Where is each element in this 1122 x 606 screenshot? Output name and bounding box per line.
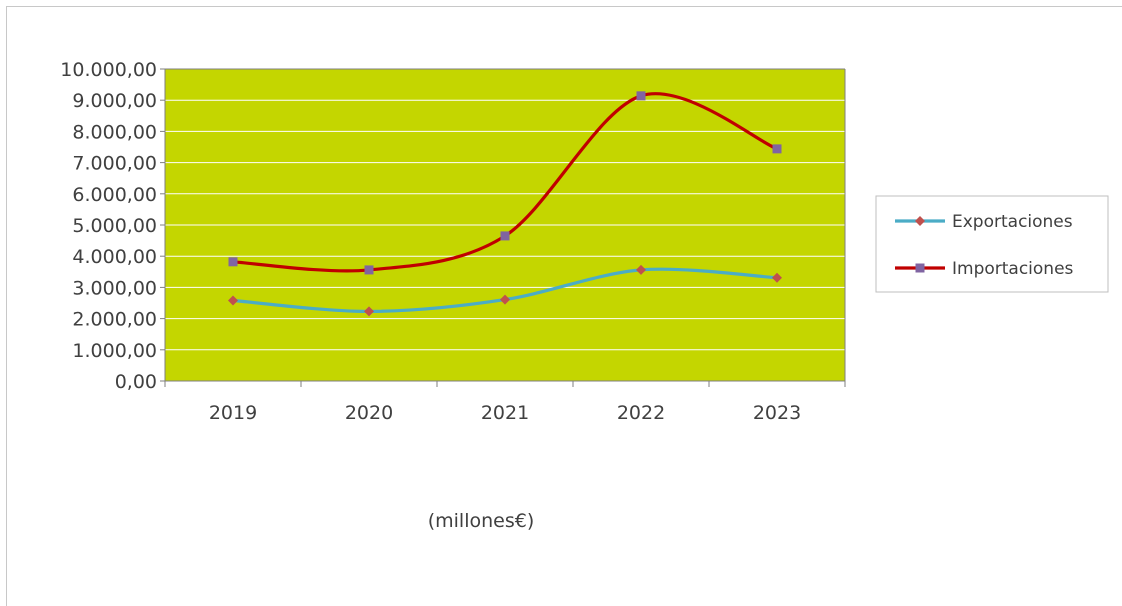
y-tick-label: 5.000,00	[72, 215, 157, 237]
data-point	[364, 306, 374, 317]
y-tick-label: 0,00	[115, 371, 157, 393]
legend-marker	[915, 263, 925, 273]
data-point	[500, 294, 510, 305]
y-tick-label: 7.000,00	[72, 153, 157, 175]
y-tick-label: 1.000,00	[72, 340, 157, 362]
x-tick-label: 2023	[753, 402, 801, 424]
data-point	[772, 144, 782, 154]
legend-label: Exportaciones	[952, 212, 1073, 232]
y-tick-label: 8.000,00	[72, 121, 157, 143]
x-tick-label: 2020	[345, 402, 393, 424]
legend: Exportaciones Importaciones	[875, 195, 1109, 293]
legend-box	[875, 195, 1109, 293]
series-exportaciones	[228, 264, 782, 317]
axes	[160, 68, 846, 387]
data-point	[500, 231, 510, 241]
y-axis-ticks: 0,00 1.000,00 2.000,00 3.000,00 4.000,00 5.00…	[60, 59, 157, 393]
data-point	[364, 265, 374, 275]
legend-item-exportaciones: Exportaciones	[895, 212, 1073, 232]
x-tick-label: 2021	[481, 402, 529, 424]
x-tick-label: 2022	[617, 402, 665, 424]
y-tick-label: 6.000,00	[72, 184, 157, 206]
y-tick-label: 4.000,00	[72, 246, 157, 268]
y-tick-label: 9.000,00	[72, 90, 157, 112]
chart-frame	[6, 6, 1122, 606]
legend-item-importaciones: Importaciones	[895, 259, 1074, 279]
data-point	[228, 257, 238, 267]
legend-label: Importaciones	[952, 259, 1074, 279]
series-group	[228, 91, 782, 317]
data-point	[636, 264, 646, 275]
y-tick-label: 2.000,00	[72, 309, 157, 331]
y-tick-label: 3.000,00	[72, 277, 157, 299]
x-axis-ticks: 2019 2020 2021 2022 2023	[209, 402, 801, 424]
data-point	[772, 272, 782, 283]
units-label: (millones€)	[428, 510, 535, 532]
legend-marker	[915, 216, 925, 226]
series-importaciones	[228, 91, 782, 275]
y-tick-label: 10.000,00	[60, 59, 157, 81]
x-tick-label: 2019	[209, 402, 257, 424]
data-point	[228, 295, 238, 306]
data-point	[636, 91, 646, 101]
